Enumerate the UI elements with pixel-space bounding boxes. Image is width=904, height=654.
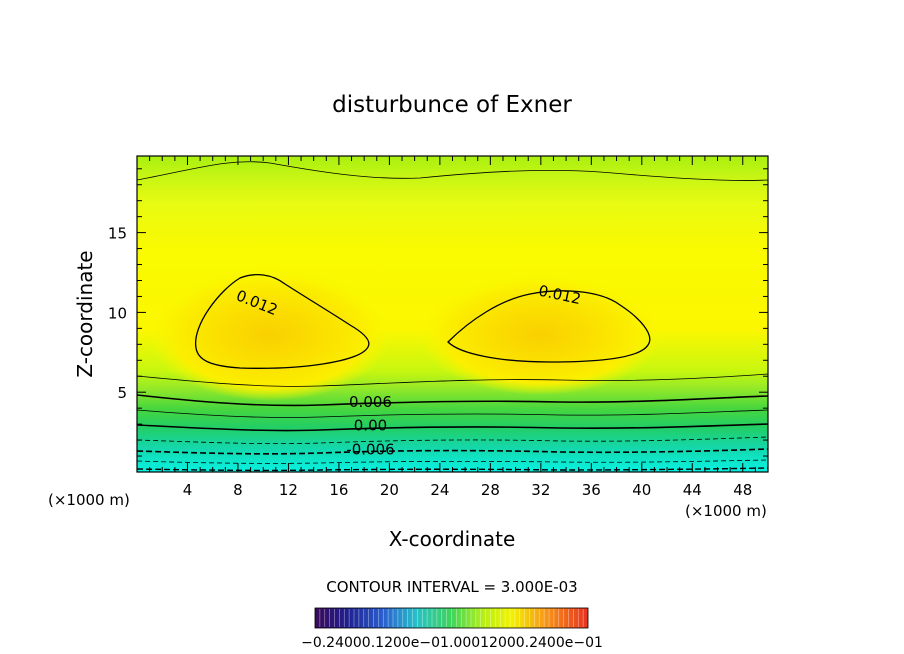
contour-neg-0.003 [137,436,768,445]
right-maximum-fill [420,275,660,395]
contour-label-text: 0.006 [349,393,392,411]
contour-0.012-left [195,273,370,369]
colorbar-labels: −0.24000.1200e−01.00012000.2400e−01 [301,635,603,651]
x-tick-label: 8 [233,481,243,499]
x-tick-label: 12 [279,481,298,499]
x-tick-label: 16 [329,481,348,499]
left-maximum-fill [150,269,390,401]
contour-interval-text: CONTOUR INTERVAL = 3.000E-03 [326,578,577,596]
contour-0.00 [137,423,768,432]
contour-neg-0.012 [137,467,768,472]
contour-label: 0.00 [354,417,387,435]
contour-0.006 [137,394,768,407]
plot-area [137,156,768,472]
contour-line-top [137,161,768,181]
x-tick-label: 32 [531,481,550,499]
y-unit-label-right: (×1000 m) [685,502,767,520]
x-tick-label: 44 [683,481,702,499]
x-tick-label: 24 [430,481,449,499]
x-tick-label: 4 [183,481,193,499]
x-tick-label: 48 [733,481,752,499]
y-tick-label: 15 [108,225,127,243]
x-tick-label: 40 [632,481,651,499]
x-tick-label: 36 [582,481,601,499]
x-unit-label-left: (×1000 m) [48,491,130,509]
contour-0.003 [137,409,768,418]
contour-0.012-right [447,290,651,363]
contour-neg-0.006 [137,448,768,455]
x-tick-label: 28 [481,481,500,499]
colorbar [314,607,589,629]
contour-label-text: 0.00 [354,417,387,435]
contour-line-upper-green [137,373,768,387]
y-axis-ticks: 5 10 15 [108,168,768,457]
y-tick-label: 10 [108,304,127,322]
x-axis-label: X-coordinate [389,527,516,551]
chart-title: disturbunce of Exner [332,92,572,118]
contour-label-text: -0.006 [346,441,394,459]
y-axis-label: Z-coordinate [73,250,97,377]
colorbar-ticks [319,609,584,627]
x-tick-label: 20 [380,481,399,499]
contour-neg-0.009 [137,459,768,464]
x-axis-ticks: 4 8 12 16 20 24 28 32 36 40 44 48 [149,156,756,499]
contour-label: 0.006 [349,393,392,411]
y-tick-label: 5 [117,384,127,402]
contour-label: -0.006 [346,441,394,459]
